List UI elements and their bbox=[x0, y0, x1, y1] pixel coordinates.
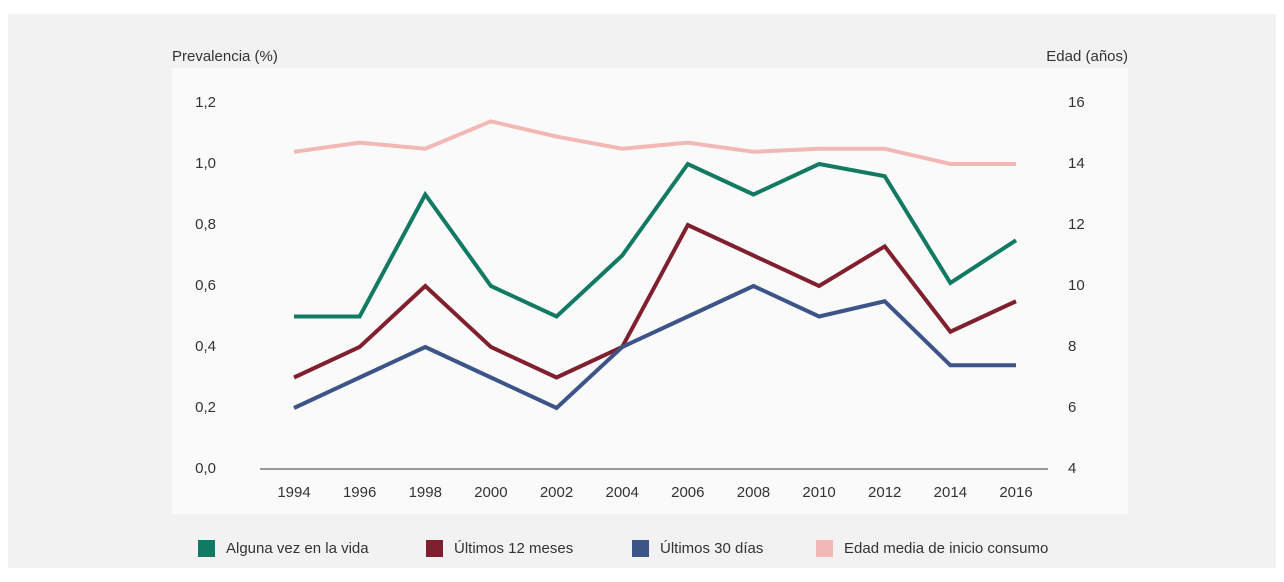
x-tick-label: 2002 bbox=[540, 484, 573, 501]
plot-area bbox=[172, 68, 1128, 514]
legend-label: Edad media de inicio consumo bbox=[844, 540, 1048, 557]
x-tick-label: 2006 bbox=[671, 484, 704, 501]
y2-tick-label: 10 bbox=[1068, 277, 1085, 294]
y-tick-label: 1,0 bbox=[195, 155, 216, 172]
legend-label: Alguna vez en la vida bbox=[226, 540, 369, 557]
y2-tick-label: 6 bbox=[1068, 399, 1076, 416]
y-tick-label: 0,4 bbox=[195, 338, 216, 355]
legend-swatch bbox=[816, 540, 833, 557]
series-line bbox=[294, 161, 1018, 319]
legend-swatch bbox=[632, 540, 649, 557]
y2-tick-label: 12 bbox=[1068, 216, 1085, 233]
y-tick-label: 1,2 bbox=[195, 94, 216, 111]
x-tick-label: 2016 bbox=[999, 484, 1032, 501]
y-tick-label: 0,0 bbox=[195, 460, 216, 477]
y2-axis-label: Edad (años) bbox=[1046, 48, 1128, 65]
legend-swatch bbox=[426, 540, 443, 557]
x-tick-label: 2012 bbox=[868, 484, 901, 501]
series-line bbox=[293, 119, 1016, 166]
legend-label: Últimos 30 días bbox=[660, 540, 763, 557]
y-tick-label: 0,2 bbox=[195, 399, 216, 416]
y2-tick-label: 14 bbox=[1068, 155, 1085, 172]
y2-tick-label: 4 bbox=[1068, 460, 1076, 477]
y-tick-label: 0,8 bbox=[195, 216, 216, 233]
x-tick-label: 2014 bbox=[934, 484, 967, 501]
legend-swatch bbox=[198, 540, 215, 557]
x-tick-label: 2008 bbox=[737, 484, 770, 501]
y2-tick-label: 16 bbox=[1068, 94, 1085, 111]
x-tick-label: 2004 bbox=[605, 484, 638, 501]
y-axis-label: Prevalencia (%) bbox=[172, 48, 278, 65]
x-tick-label: 2000 bbox=[474, 484, 507, 501]
legend-label: Últimos 12 meses bbox=[454, 540, 573, 557]
y2-tick-label: 8 bbox=[1068, 338, 1076, 355]
x-tick-label: 2010 bbox=[802, 484, 835, 501]
series-line bbox=[293, 283, 1016, 411]
series-line bbox=[293, 222, 1017, 380]
x-tick-label: 1996 bbox=[343, 484, 376, 501]
x-tick-label: 1994 bbox=[277, 484, 310, 501]
y-tick-label: 0,6 bbox=[195, 277, 216, 294]
x-tick-label: 1998 bbox=[409, 484, 442, 501]
